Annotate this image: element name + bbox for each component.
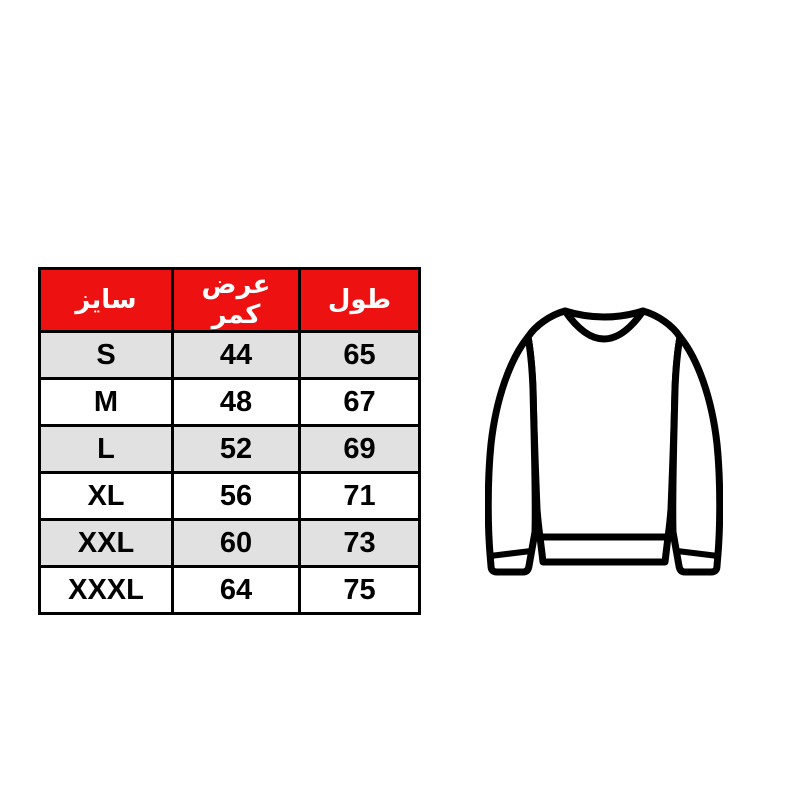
size-cell: XL (38, 471, 174, 521)
length-cell: 67 (298, 377, 421, 427)
sweater-left-sleeve (485, 333, 539, 576)
header-cell-waist: عرض کمر (171, 267, 301, 333)
waist-cell: 44 (171, 330, 301, 380)
header-cell-size: سایز (38, 267, 174, 333)
size-cell: XXXL (38, 565, 174, 615)
sweater-illustration (485, 304, 723, 582)
sweater-hem-band (536, 533, 672, 566)
table-row: XXL 60 73 (38, 518, 421, 568)
size-cell: XXL (38, 518, 174, 568)
waist-cell: 56 (171, 471, 301, 521)
waist-cell: 64 (171, 565, 301, 615)
sweater-collar (561, 307, 647, 343)
waist-cell: 48 (171, 377, 301, 427)
size-cell: S (38, 330, 174, 380)
waist-cell: 60 (171, 518, 301, 568)
sweater-left-cuff-line (487, 548, 534, 559)
table-header-row: سایز عرض کمر طول (38, 267, 421, 333)
sweater-icon (485, 307, 723, 576)
waist-cell: 52 (171, 424, 301, 474)
sweater-right-cuff-line (674, 548, 721, 559)
size-cell: L (38, 424, 174, 474)
length-cell: 65 (298, 330, 421, 380)
size-cell: M (38, 377, 174, 427)
table-row: S 44 65 (38, 330, 421, 380)
table-row: M 48 67 (38, 377, 421, 427)
table-row: L 52 69 (38, 424, 421, 474)
length-cell: 69 (298, 424, 421, 474)
table-row: XL 56 71 (38, 471, 421, 521)
table-row: XXXL 64 75 (38, 565, 421, 615)
size-chart-table: سایز عرض کمر طول S 44 65 M 48 67 L 52 69 (38, 267, 421, 615)
length-cell: 75 (298, 565, 421, 615)
sweater-body (524, 307, 684, 541)
length-cell: 71 (298, 471, 421, 521)
header-cell-length: طول (298, 267, 421, 333)
length-cell: 73 (298, 518, 421, 568)
sweater-right-sleeve (669, 333, 723, 576)
